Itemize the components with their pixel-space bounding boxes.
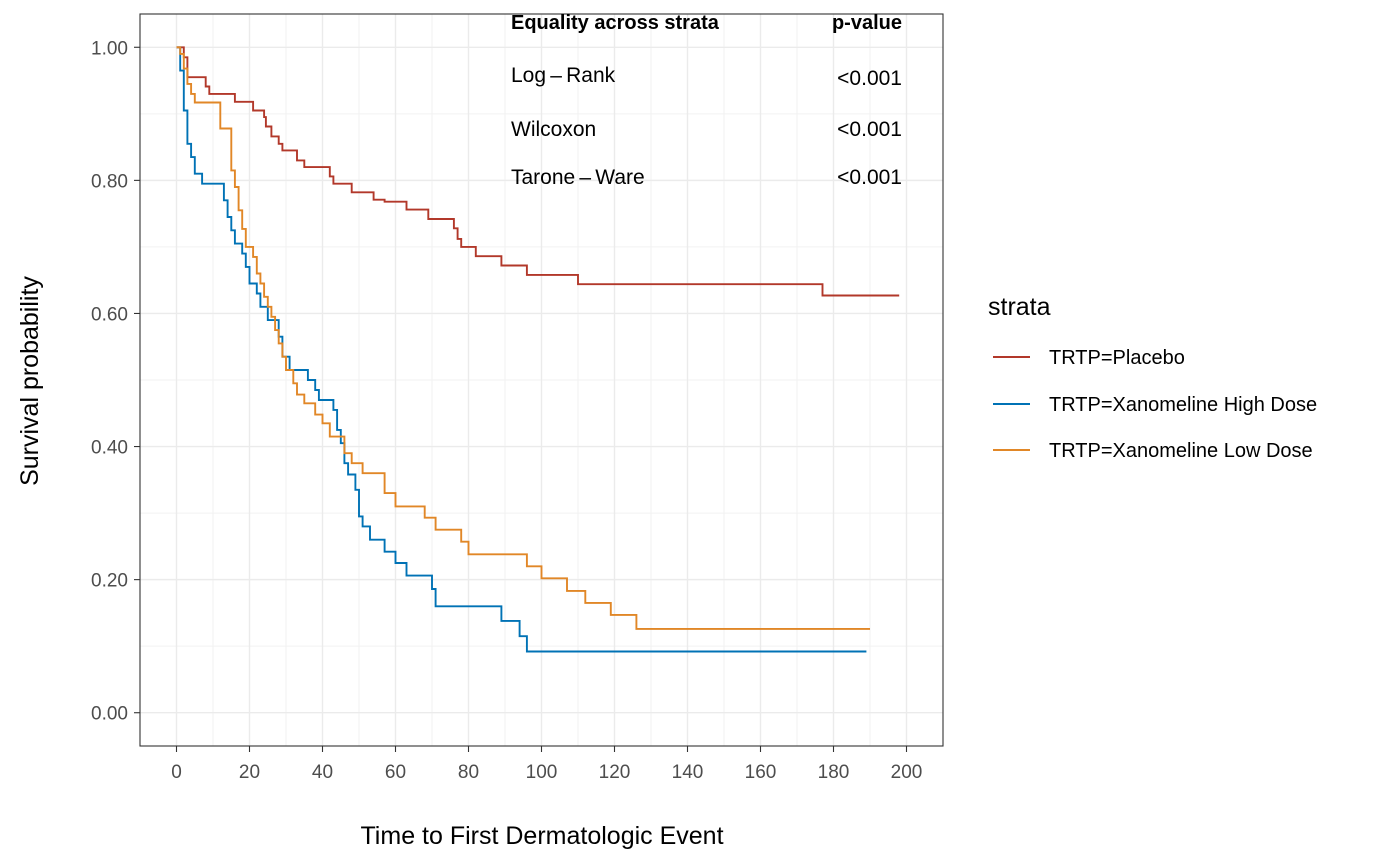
x-axis-title: Time to First Dermatologic Event xyxy=(360,822,723,850)
table-header-pvalue: p-value xyxy=(832,12,902,34)
legend-title: strata xyxy=(988,293,1051,321)
x-tick-label: 160 xyxy=(745,762,777,783)
y-tick-label: 0.40 xyxy=(91,438,128,459)
x-tick-label: 40 xyxy=(312,762,333,783)
series-layer xyxy=(176,46,900,653)
x-tick-label: 120 xyxy=(599,762,631,783)
table-row-logrank-pvalue: <0.001 xyxy=(837,67,902,90)
x-tick-label: 0 xyxy=(171,762,182,783)
legend-label-2: TRTP=Xanomeline High Dose xyxy=(1049,394,1317,416)
table-row-wilcoxon-pvalue: <0.001 xyxy=(837,118,902,141)
x-axis: 0 20 40 60 80 100 120 140 160 180 200 xyxy=(171,746,922,783)
y-tick-label: 0.00 xyxy=(91,704,128,725)
table-row-taroneware-pvalue: <0.001 xyxy=(837,166,902,189)
legend: strata TRTP=Placebo TRTP=Xanomeline High … xyxy=(988,293,1317,462)
x-tick-label: 140 xyxy=(672,762,704,783)
y-axis-title: Survival probability xyxy=(16,276,44,486)
x-tick-label: 200 xyxy=(891,762,923,783)
y-axis: 0.00 0.20 0.40 0.60 0.80 1.00 xyxy=(91,38,140,725)
y-tick-label: 1.00 xyxy=(91,38,128,59)
legend-label-3: TRTP=Xanomeline Low Dose xyxy=(1049,440,1313,462)
table-row-logrank-label: Log – Rank xyxy=(511,64,616,87)
table-row-taroneware-label: Tarone – Ware xyxy=(511,166,645,189)
legend-label-1: TRTP=Placebo xyxy=(1049,347,1185,369)
x-tick-label: 80 xyxy=(458,762,479,783)
x-tick-label: 20 xyxy=(239,762,260,783)
x-tick-label: 60 xyxy=(385,762,406,783)
pvalue-table: Equality across strata p-value Log – Ran… xyxy=(511,12,902,189)
grid-major xyxy=(140,14,943,746)
table-row-wilcoxon-label: Wilcoxon xyxy=(511,118,596,141)
series-line-2 xyxy=(176,46,867,653)
y-tick-label: 0.80 xyxy=(91,171,128,192)
x-tick-label: 100 xyxy=(526,762,558,783)
series-line-3 xyxy=(176,46,870,630)
y-tick-label: 0.20 xyxy=(91,571,128,592)
x-tick-label: 180 xyxy=(818,762,850,783)
y-tick-label: 0.60 xyxy=(91,304,128,325)
table-header-test: Equality across strata xyxy=(511,12,720,34)
series-line-1 xyxy=(176,46,900,297)
